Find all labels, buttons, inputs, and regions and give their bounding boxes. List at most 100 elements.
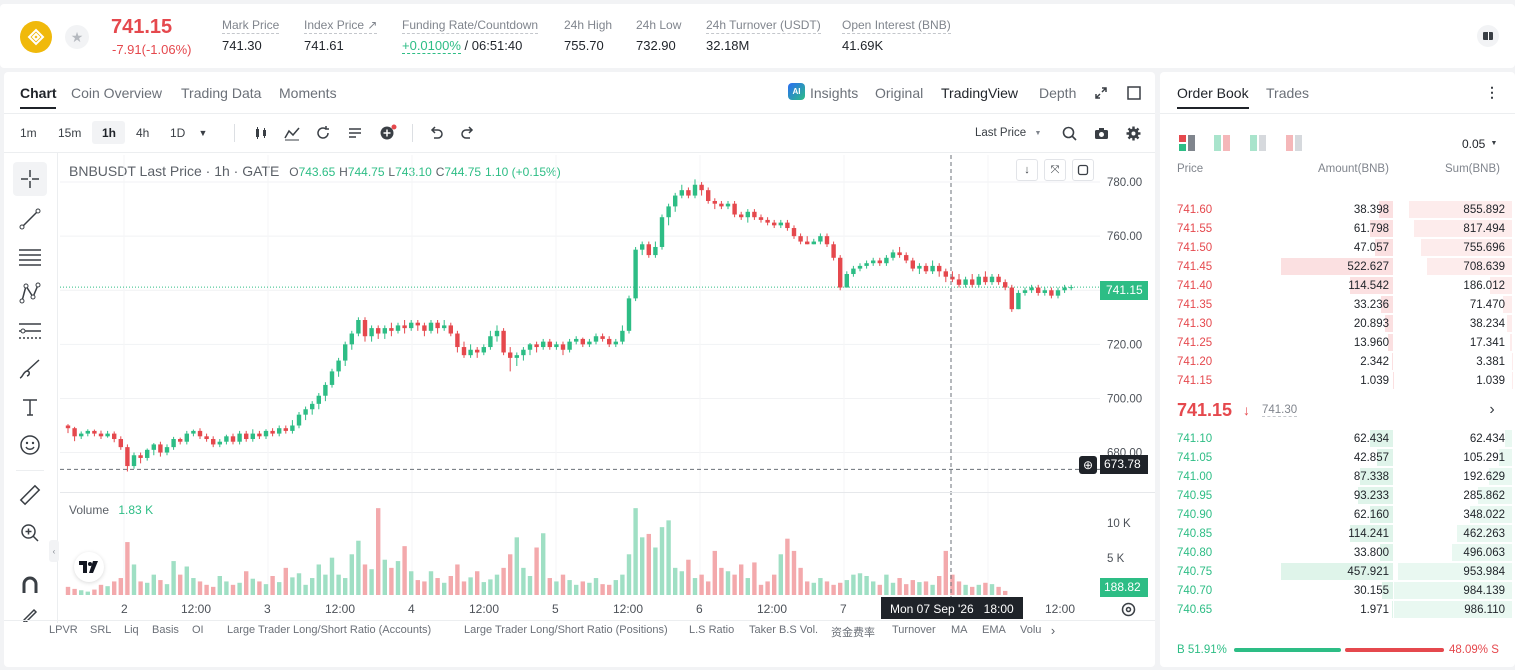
ask-row[interactable]: 741.45 522.627 708.639 <box>1163 257 1515 276</box>
magnet-tool-icon[interactable] <box>13 568 47 602</box>
open-interest-label[interactable]: Open Interest (BNB) <box>842 18 951 34</box>
pencil-lock-icon[interactable] <box>13 606 47 622</box>
bid-row[interactable]: 740.75 457.921 953.984 <box>1163 562 1515 581</box>
indicator-lpvr[interactable]: LPVR <box>49 624 78 636</box>
ask-row[interactable]: 741.55 61.798 817.494 <box>1163 219 1515 238</box>
timeframe-1m[interactable]: 1m <box>20 126 37 140</box>
indicator-srl[interactable]: SRL <box>90 624 112 636</box>
chart-settings-icon[interactable] <box>1119 600 1137 618</box>
add-alert-icon[interactable]: ⊕ <box>1079 456 1097 474</box>
ask-row[interactable]: 741.60 38.398 855.892 <box>1163 200 1515 219</box>
timeframe-1h[interactable]: 1h <box>102 126 117 140</box>
search-icon[interactable] <box>1060 124 1078 142</box>
tab-chart[interactable]: Chart <box>20 85 57 101</box>
bid-row[interactable]: 741.00 87.338 192.629 <box>1163 467 1515 486</box>
view-depth[interactable]: Depth <box>1039 85 1077 101</box>
view-insights[interactable]: Insights <box>810 85 859 101</box>
view-original[interactable]: Original <box>875 85 924 101</box>
ask-row[interactable]: 741.15 1.039 1.039 <box>1163 371 1515 390</box>
precision-chevron-icon[interactable]: ▼ <box>1490 139 1498 147</box>
reset-view-icon[interactable] <box>1072 159 1094 181</box>
timeframe-1d[interactable]: 1D <box>170 126 186 140</box>
bid-row[interactable]: 740.90 62.160 348.022 <box>1163 505 1515 524</box>
view-both-icon[interactable] <box>1178 134 1196 152</box>
precision-select[interactable]: 0.05 <box>1462 137 1486 151</box>
tab-coin-overview[interactable]: Coin Overview <box>71 85 163 101</box>
templates-icon[interactable] <box>346 124 364 142</box>
last-price-chevron-icon[interactable]: ▼ <box>1034 129 1042 137</box>
bid-row[interactable]: 740.85 114.241 462.263 <box>1163 524 1515 543</box>
indicator-taker-vol[interactable]: Taker B.S Vol. <box>749 624 819 636</box>
indicators-icon[interactable] <box>283 124 301 142</box>
indicator-basis[interactable]: Basis <box>152 624 179 636</box>
compare-icon[interactable] <box>314 124 332 142</box>
tab-moments[interactable]: Moments <box>279 85 337 101</box>
bid-row[interactable]: 741.05 42.857 105.291 <box>1163 448 1515 467</box>
last-price-select[interactable]: Last Price <box>975 127 1027 139</box>
ask-row[interactable]: 741.25 13.960 17.341 <box>1163 333 1515 352</box>
emoji-tool-icon[interactable] <box>13 428 47 462</box>
ask-row[interactable]: 741.50 47.057 755.696 <box>1163 238 1515 257</box>
tab-trading-data[interactable]: Trading Data <box>181 85 262 101</box>
ruler-tool-icon[interactable] <box>13 478 47 512</box>
brush-tool-icon[interactable] <box>13 352 47 386</box>
view-asks-icon[interactable] <box>1285 134 1303 152</box>
text-tool-icon[interactable] <box>13 390 47 424</box>
indicator-ma[interactable]: MA <box>951 624 968 636</box>
ask-row[interactable]: 741.20 2.342 3.381 <box>1163 352 1515 371</box>
ob-mark-price[interactable]: 741.30 <box>1262 404 1298 417</box>
camera-icon[interactable] <box>1092 124 1110 142</box>
collapse-arrows-icon[interactable]: ⤧ <box>1044 159 1066 181</box>
book-icon[interactable] <box>1477 25 1499 47</box>
timeframe-15m[interactable]: 15m <box>58 126 82 140</box>
ask-row[interactable]: 741.30 20.893 38.234 <box>1163 314 1515 333</box>
pattern-tool-icon[interactable] <box>13 276 47 310</box>
more-options-icon[interactable]: ⋮ <box>1485 83 1499 100</box>
view-tradingview[interactable]: TradingView <box>941 85 1019 101</box>
indicator-volume[interactable]: Volu <box>1020 624 1042 636</box>
view-variant-2-icon[interactable] <box>1213 134 1231 152</box>
tab-order-book[interactable]: Order Book <box>1177 85 1249 101</box>
scroll-down-icon[interactable]: ↓ <box>1016 159 1038 181</box>
collapse-toolbar-icon[interactable]: ‹ <box>49 540 59 562</box>
bid-row[interactable]: 740.70 30.155 984.139 <box>1163 581 1515 600</box>
indicator-liq[interactable]: Liq <box>124 624 139 636</box>
bid-row[interactable]: 740.65 1.971 986.110 <box>1163 600 1515 619</box>
window-icon[interactable] <box>1125 84 1143 102</box>
fib-tool-icon[interactable] <box>13 314 47 348</box>
indicators-next-icon[interactable]: › <box>1050 622 1056 638</box>
ask-row[interactable]: 741.40 114.542 186.012 <box>1163 276 1515 295</box>
horizontal-lines-tool-icon[interactable] <box>13 240 47 274</box>
indicator-turnover[interactable]: Turnover <box>892 624 936 636</box>
expand-icon[interactable] <box>1092 84 1110 102</box>
view-bids-icon[interactable] <box>1249 134 1267 152</box>
price-chart[interactable] <box>60 155 1100 600</box>
crosshair-tool-icon[interactable] <box>13 162 47 196</box>
indicator-large-trader-positions[interactable]: Large Trader Long/Short Ratio (Positions… <box>464 624 668 636</box>
undo-icon[interactable] <box>427 124 445 142</box>
bid-row[interactable]: 740.95 93.233 285.862 <box>1163 486 1515 505</box>
trend-line-tool-icon[interactable] <box>13 202 47 236</box>
settings-gear-icon[interactable] <box>1124 124 1142 142</box>
bid-row[interactable]: 740.80 33.800 496.063 <box>1163 543 1515 562</box>
funding-rate-label[interactable]: Funding Rate/Countdown <box>402 18 539 34</box>
ask-row[interactable]: 741.35 33.236 71.470 <box>1163 295 1515 314</box>
tab-trades[interactable]: Trades <box>1266 85 1310 101</box>
indicator-large-trader-accounts[interactable]: Large Trader Long/Short Ratio (Accounts) <box>227 624 432 636</box>
indicator-ls-ratio[interactable]: L.S Ratio <box>689 624 735 636</box>
mark-price-label[interactable]: Mark Price <box>222 18 280 34</box>
zoom-in-tool-icon[interactable] <box>13 516 47 550</box>
indicator-oi[interactable]: OI <box>192 624 204 636</box>
favorite-star-icon[interactable]: ★ <box>65 25 89 49</box>
ob-more-arrow-icon[interactable]: › <box>1489 401 1495 418</box>
timeframe-dropdown-icon[interactable]: ▼ <box>198 128 208 138</box>
index-price-label[interactable]: Index Price ↗ <box>304 18 378 34</box>
turnover-24h-label[interactable]: 24h Turnover (USDT) <box>706 18 821 34</box>
add-indicator-icon[interactable] <box>378 123 398 143</box>
candle-type-icon[interactable] <box>252 124 270 142</box>
bid-row[interactable]: 741.10 62.434 62.434 <box>1163 429 1515 448</box>
redo-icon[interactable] <box>459 124 477 142</box>
timeframe-4h[interactable]: 4h <box>136 126 150 140</box>
indicator-funding-rate[interactable]: 资金费率 <box>831 627 875 639</box>
